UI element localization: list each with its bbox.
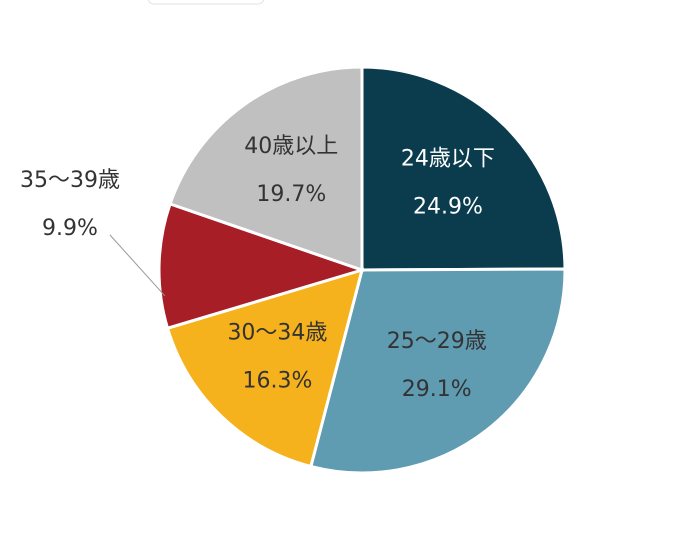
slice-label: 24歳以下 xyxy=(401,147,495,172)
tab-edge xyxy=(147,0,265,5)
pie-slice xyxy=(168,65,364,273)
pie-slice xyxy=(165,267,365,469)
slice-value-label: 29.1% xyxy=(402,377,472,402)
slice-label: 40歳以上 xyxy=(244,134,338,159)
slice-value-label: 24.9% xyxy=(413,195,483,220)
slice-value-label: 19.7% xyxy=(256,182,326,207)
pie-slice xyxy=(309,267,567,475)
slice-value-label: 16.3% xyxy=(243,369,313,394)
slice-label: 35〜39歳 xyxy=(20,168,120,193)
slice-value-label: 9.9% xyxy=(42,216,98,241)
leader-line xyxy=(109,234,166,297)
slice-label: 30〜34歳 xyxy=(227,321,327,346)
slice-label: 25〜29歳 xyxy=(387,329,487,354)
pie-slice xyxy=(157,201,367,331)
pie-slice xyxy=(360,65,567,272)
